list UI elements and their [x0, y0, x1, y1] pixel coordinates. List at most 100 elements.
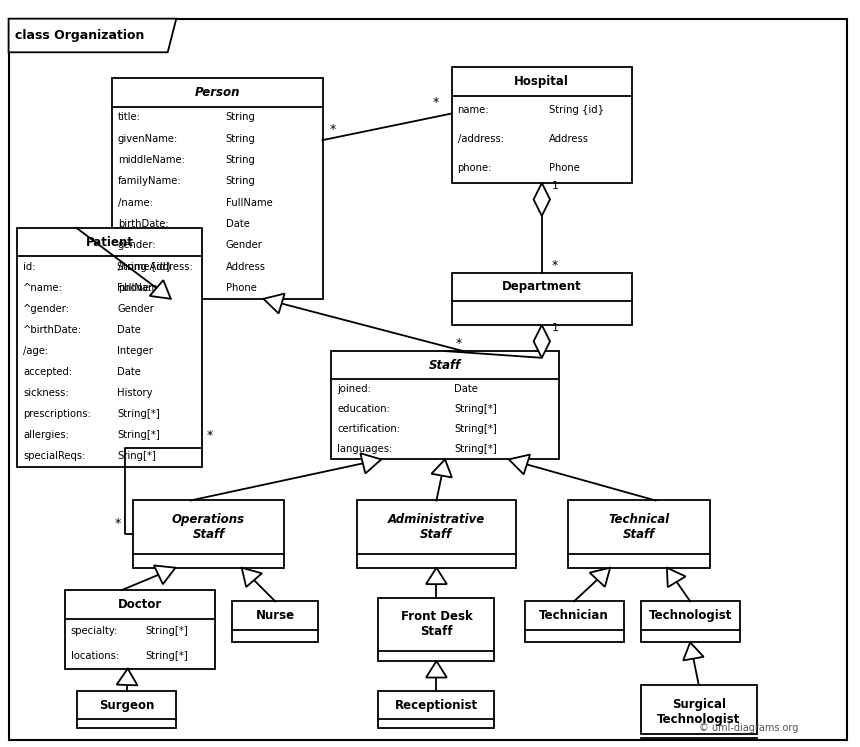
Polygon shape — [154, 565, 175, 584]
Text: languages:: languages: — [337, 444, 392, 454]
Text: Technical
Staff: Technical Staff — [608, 513, 669, 541]
Bar — [378, 691, 494, 728]
Bar — [77, 691, 176, 728]
Bar — [17, 228, 202, 467]
Polygon shape — [150, 280, 171, 299]
Bar — [357, 500, 516, 568]
Text: id:: id: — [23, 261, 36, 272]
Text: prescriptions:: prescriptions: — [23, 409, 91, 419]
Text: String: String — [225, 113, 255, 123]
Text: specialReqs:: specialReqs: — [23, 451, 86, 462]
Text: /address:: /address: — [458, 134, 503, 144]
Text: *: * — [433, 96, 439, 109]
Bar — [452, 67, 632, 183]
Polygon shape — [426, 661, 447, 678]
Text: title:: title: — [118, 113, 141, 123]
Text: Technologist: Technologist — [648, 609, 732, 622]
Text: allergies:: allergies: — [23, 430, 69, 440]
Polygon shape — [683, 642, 703, 660]
Text: String[*]: String[*] — [145, 626, 188, 636]
Text: Technician: Technician — [539, 609, 609, 622]
Polygon shape — [117, 669, 138, 685]
Text: © uml-diagrams.org: © uml-diagrams.org — [698, 723, 798, 734]
Text: *: * — [552, 259, 558, 272]
Text: Front Desk
Staff: Front Desk Staff — [401, 610, 472, 638]
Text: String[*]: String[*] — [117, 430, 160, 440]
Text: name:: name: — [458, 105, 489, 115]
Text: 1: 1 — [552, 323, 559, 333]
Text: education:: education: — [337, 404, 390, 415]
Bar — [525, 601, 624, 642]
Polygon shape — [263, 294, 285, 314]
Text: class Organization: class Organization — [15, 29, 144, 42]
Text: ^birthDate:: ^birthDate: — [23, 325, 83, 335]
Polygon shape — [533, 183, 550, 216]
Text: certification:: certification: — [337, 424, 400, 435]
Text: String {id}: String {id} — [549, 105, 604, 115]
Polygon shape — [667, 568, 685, 587]
Text: middleName:: middleName: — [118, 155, 185, 165]
Text: Patient: Patient — [86, 235, 133, 249]
Text: Date: Date — [117, 367, 141, 377]
Text: specialty:: specialty: — [71, 626, 118, 636]
Text: phone:: phone: — [118, 283, 152, 293]
Text: Person: Person — [194, 86, 240, 99]
Bar — [112, 78, 322, 299]
Text: Doctor: Doctor — [118, 598, 162, 611]
Text: String {id}: String {id} — [117, 261, 172, 272]
Text: joined:: joined: — [337, 385, 371, 394]
Text: String[*]: String[*] — [454, 424, 497, 435]
Text: Phone: Phone — [225, 283, 256, 293]
Text: Gender: Gender — [117, 304, 154, 314]
Text: birthDate:: birthDate: — [118, 219, 169, 229]
Bar — [568, 500, 710, 568]
Text: Surgical
Technologist: Surgical Technologist — [657, 698, 740, 725]
Text: Address: Address — [549, 134, 589, 144]
Text: FullName: FullName — [117, 283, 163, 293]
Text: String: String — [225, 176, 255, 187]
Bar — [378, 598, 494, 661]
Text: *: * — [206, 429, 212, 441]
Text: Phone: Phone — [549, 164, 580, 173]
Text: Address: Address — [225, 261, 266, 272]
Text: /age:: /age: — [23, 346, 48, 356]
Text: accepted:: accepted: — [23, 367, 72, 377]
Text: Staff: Staff — [429, 359, 461, 372]
Text: Operations
Staff: Operations Staff — [172, 513, 245, 541]
Text: *: * — [114, 517, 120, 530]
Text: ^name:: ^name: — [23, 283, 63, 293]
Polygon shape — [432, 459, 452, 477]
Text: 1: 1 — [552, 181, 559, 191]
Text: Department: Department — [502, 280, 581, 294]
Polygon shape — [9, 19, 176, 52]
Text: Date: Date — [454, 385, 478, 394]
Text: /name:: /name: — [118, 198, 153, 208]
Text: *: * — [456, 338, 462, 350]
Bar — [331, 351, 559, 459]
Text: String: String — [225, 134, 255, 144]
Text: String[*]: String[*] — [454, 444, 497, 454]
Text: Surgeon: Surgeon — [99, 698, 155, 712]
Text: String[*]: String[*] — [117, 409, 160, 419]
Text: History: History — [117, 388, 152, 398]
Text: givenName:: givenName: — [118, 134, 178, 144]
Text: Date: Date — [225, 219, 249, 229]
Text: Hospital: Hospital — [514, 75, 569, 88]
Polygon shape — [509, 454, 530, 474]
Polygon shape — [590, 568, 611, 587]
Text: FullName: FullName — [225, 198, 273, 208]
Text: Gender: Gender — [225, 241, 262, 250]
Text: ^gender:: ^gender: — [23, 304, 71, 314]
Text: sickness:: sickness: — [23, 388, 69, 398]
Text: Date: Date — [117, 325, 141, 335]
Text: Sring[*]: Sring[*] — [117, 451, 156, 462]
Text: String[*]: String[*] — [145, 651, 188, 661]
Text: Receptionist: Receptionist — [395, 698, 478, 712]
Text: Administrative
Staff: Administrative Staff — [388, 513, 485, 541]
Polygon shape — [360, 453, 381, 474]
Text: String: String — [225, 155, 255, 165]
Bar — [232, 601, 318, 642]
Text: locations:: locations: — [71, 651, 119, 661]
Text: Nurse: Nurse — [255, 609, 295, 622]
Text: String[*]: String[*] — [454, 404, 497, 415]
